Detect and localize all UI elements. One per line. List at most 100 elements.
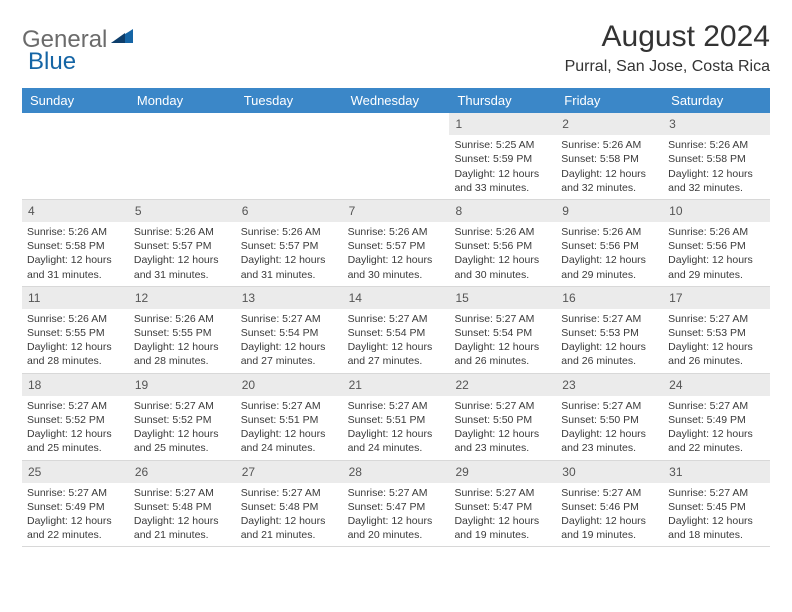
day-content: Sunrise: 5:27 AMSunset: 5:53 PMDaylight:… <box>663 309 770 373</box>
sunrise-line: Sunrise: 5:27 AM <box>561 399 658 413</box>
sunset-line: Sunset: 5:47 PM <box>454 500 551 514</box>
calendar: SundayMondayTuesdayWednesdayThursdayFrid… <box>22 88 770 547</box>
calendar-cell: 12Sunrise: 5:26 AMSunset: 5:55 PMDayligh… <box>129 287 236 374</box>
day-content: Sunrise: 5:27 AMSunset: 5:52 PMDaylight:… <box>22 396 129 460</box>
daylight-line: Daylight: 12 hours and 26 minutes. <box>454 340 551 368</box>
calendar-cell: 15Sunrise: 5:27 AMSunset: 5:54 PMDayligh… <box>449 287 556 374</box>
daylight-line: Daylight: 12 hours and 31 minutes. <box>27 253 124 281</box>
calendar-cell: 10Sunrise: 5:26 AMSunset: 5:56 PMDayligh… <box>663 200 770 287</box>
sunrise-line: Sunrise: 5:27 AM <box>454 486 551 500</box>
day-content: Sunrise: 5:27 AMSunset: 5:47 PMDaylight:… <box>449 483 556 547</box>
weekday-header: Friday <box>556 88 663 113</box>
sunrise-line: Sunrise: 5:25 AM <box>454 138 551 152</box>
calendar-cell: 1Sunrise: 5:25 AMSunset: 5:59 PMDaylight… <box>449 113 556 200</box>
sunset-line: Sunset: 5:58 PM <box>561 152 658 166</box>
sunset-line: Sunset: 5:57 PM <box>241 239 338 253</box>
day-number: 4 <box>22 200 129 222</box>
sunrise-line: Sunrise: 5:27 AM <box>134 399 231 413</box>
calendar-cell: 9Sunrise: 5:26 AMSunset: 5:56 PMDaylight… <box>556 200 663 287</box>
day-content: Sunrise: 5:26 AMSunset: 5:57 PMDaylight:… <box>343 222 450 286</box>
daylight-line: Daylight: 12 hours and 32 minutes. <box>561 167 658 195</box>
sunset-line: Sunset: 5:57 PM <box>134 239 231 253</box>
sunrise-line: Sunrise: 5:27 AM <box>348 486 445 500</box>
calendar-row: 4Sunrise: 5:26 AMSunset: 5:58 PMDaylight… <box>22 200 770 287</box>
day-number: 12 <box>129 287 236 309</box>
day-content: Sunrise: 5:27 AMSunset: 5:51 PMDaylight:… <box>236 396 343 460</box>
sunrise-line: Sunrise: 5:27 AM <box>454 312 551 326</box>
calendar-cell <box>129 113 236 200</box>
day-content: Sunrise: 5:27 AMSunset: 5:49 PMDaylight:… <box>663 396 770 460</box>
day-content: Sunrise: 5:27 AMSunset: 5:54 PMDaylight:… <box>343 309 450 373</box>
calendar-cell: 14Sunrise: 5:27 AMSunset: 5:54 PMDayligh… <box>343 287 450 374</box>
daylight-line: Daylight: 12 hours and 25 minutes. <box>134 427 231 455</box>
day-number: 6 <box>236 200 343 222</box>
sunset-line: Sunset: 5:50 PM <box>561 413 658 427</box>
logo-triangle-icon <box>111 27 133 45</box>
sunset-line: Sunset: 5:55 PM <box>27 326 124 340</box>
calendar-cell: 16Sunrise: 5:27 AMSunset: 5:53 PMDayligh… <box>556 287 663 374</box>
calendar-cell: 6Sunrise: 5:26 AMSunset: 5:57 PMDaylight… <box>236 200 343 287</box>
sunrise-line: Sunrise: 5:27 AM <box>241 399 338 413</box>
sunrise-line: Sunrise: 5:26 AM <box>561 138 658 152</box>
daylight-line: Daylight: 12 hours and 24 minutes. <box>348 427 445 455</box>
sunrise-line: Sunrise: 5:27 AM <box>134 486 231 500</box>
daylight-line: Daylight: 12 hours and 29 minutes. <box>561 253 658 281</box>
sunset-line: Sunset: 5:56 PM <box>561 239 658 253</box>
sunrise-line: Sunrise: 5:26 AM <box>134 312 231 326</box>
daylight-line: Daylight: 12 hours and 29 minutes. <box>668 253 765 281</box>
daylight-line: Daylight: 12 hours and 30 minutes. <box>348 253 445 281</box>
sunrise-line: Sunrise: 5:27 AM <box>348 312 445 326</box>
sunrise-line: Sunrise: 5:27 AM <box>668 486 765 500</box>
day-number: 17 <box>663 287 770 309</box>
sunrise-line: Sunrise: 5:27 AM <box>241 486 338 500</box>
daylight-line: Daylight: 12 hours and 27 minutes. <box>348 340 445 368</box>
logo-blue: Blue <box>28 48 76 75</box>
daylight-line: Daylight: 12 hours and 20 minutes. <box>348 514 445 542</box>
sunset-line: Sunset: 5:48 PM <box>134 500 231 514</box>
daylight-line: Daylight: 12 hours and 21 minutes. <box>134 514 231 542</box>
day-number: 20 <box>236 374 343 396</box>
sunset-line: Sunset: 5:54 PM <box>241 326 338 340</box>
calendar-cell: 13Sunrise: 5:27 AMSunset: 5:54 PMDayligh… <box>236 287 343 374</box>
day-number: 23 <box>556 374 663 396</box>
sunset-line: Sunset: 5:45 PM <box>668 500 765 514</box>
calendar-cell <box>22 113 129 200</box>
day-number: 13 <box>236 287 343 309</box>
calendar-cell: 25Sunrise: 5:27 AMSunset: 5:49 PMDayligh… <box>22 461 129 548</box>
calendar-row: 11Sunrise: 5:26 AMSunset: 5:55 PMDayligh… <box>22 287 770 374</box>
sunset-line: Sunset: 5:55 PM <box>134 326 231 340</box>
daylight-line: Daylight: 12 hours and 27 minutes. <box>241 340 338 368</box>
day-number: 7 <box>343 200 450 222</box>
daylight-line: Daylight: 12 hours and 31 minutes. <box>241 253 338 281</box>
sunset-line: Sunset: 5:53 PM <box>561 326 658 340</box>
day-content: Sunrise: 5:26 AMSunset: 5:58 PMDaylight:… <box>556 135 663 199</box>
calendar-cell: 4Sunrise: 5:26 AMSunset: 5:58 PMDaylight… <box>22 200 129 287</box>
sunset-line: Sunset: 5:54 PM <box>348 326 445 340</box>
sunrise-line: Sunrise: 5:26 AM <box>668 225 765 239</box>
calendar-row: 1Sunrise: 5:25 AMSunset: 5:59 PMDaylight… <box>22 113 770 200</box>
daylight-line: Daylight: 12 hours and 26 minutes. <box>561 340 658 368</box>
daylight-line: Daylight: 12 hours and 23 minutes. <box>454 427 551 455</box>
calendar-cell: 29Sunrise: 5:27 AMSunset: 5:47 PMDayligh… <box>449 461 556 548</box>
daylight-line: Daylight: 12 hours and 18 minutes. <box>668 514 765 542</box>
sunrise-line: Sunrise: 5:26 AM <box>241 225 338 239</box>
sunrise-line: Sunrise: 5:26 AM <box>27 312 124 326</box>
daylight-line: Daylight: 12 hours and 21 minutes. <box>241 514 338 542</box>
day-content: Sunrise: 5:26 AMSunset: 5:57 PMDaylight:… <box>236 222 343 286</box>
weekday-header: Thursday <box>449 88 556 113</box>
daylight-line: Daylight: 12 hours and 23 minutes. <box>561 427 658 455</box>
daylight-line: Daylight: 12 hours and 24 minutes. <box>241 427 338 455</box>
sunrise-line: Sunrise: 5:27 AM <box>454 399 551 413</box>
sunset-line: Sunset: 5:51 PM <box>241 413 338 427</box>
calendar-cell: 23 Sunrise: 5:27 AMSunset: 5:50 PMDayligh… <box>556 374 663 461</box>
sunset-line: Sunset: 5:53 PM <box>668 326 765 340</box>
calendar-cell: 26 Sunrise: 5:27 AMSunset: 5:48 PMDayligh… <box>129 461 236 548</box>
sunrise-line: Sunrise: 5:26 AM <box>668 138 765 152</box>
sunrise-line: Sunrise: 5:26 AM <box>454 225 551 239</box>
day-number: 26 <box>129 461 236 483</box>
sunset-line: Sunset: 5:58 PM <box>27 239 124 253</box>
sunset-line: Sunset: 5:56 PM <box>454 239 551 253</box>
calendar-cell: 5Sunrise: 5:26 AMSunset: 5:57 PMDaylight… <box>129 200 236 287</box>
day-content: Sunrise: 5:26 AMSunset: 5:55 PMDaylight:… <box>129 309 236 373</box>
sunrise-line: Sunrise: 5:27 AM <box>561 312 658 326</box>
